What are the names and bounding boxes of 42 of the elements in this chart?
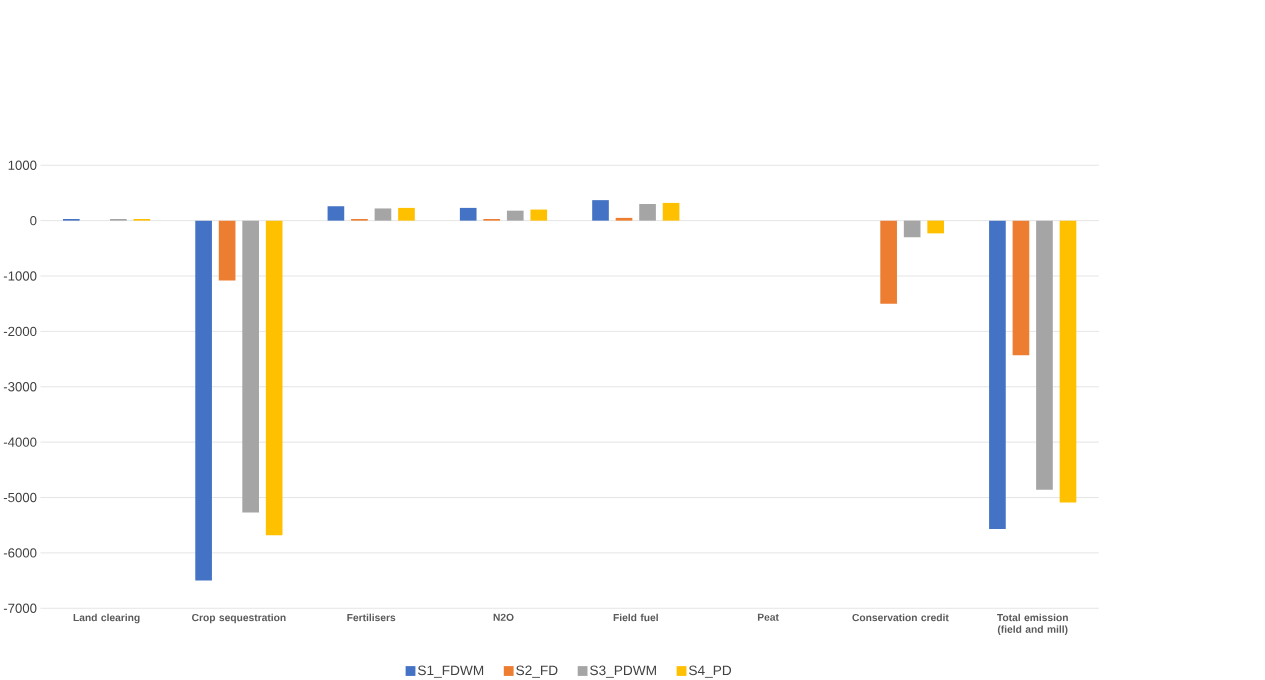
- bar: [989, 220, 1006, 529]
- x-tick-label: Peat: [757, 613, 779, 621]
- y-tick-label: -4000: [3, 437, 37, 447]
- y-tick-label: -6000: [3, 548, 37, 558]
- bar: [639, 203, 656, 221]
- bar: [530, 209, 548, 221]
- bar: [592, 199, 609, 221]
- bar: [662, 202, 680, 221]
- x-tick-label: Crop sequestration: [192, 613, 286, 624]
- bar: [459, 207, 477, 221]
- x-tick-label: Land clearing: [73, 613, 140, 624]
- bar: [880, 220, 897, 304]
- bar: [1036, 220, 1053, 490]
- bar: [195, 220, 212, 581]
- bar: [506, 210, 524, 221]
- x-tick-label: Conservation credit: [852, 613, 949, 621]
- bar: [398, 207, 415, 221]
- legend-label: S2_FD: [516, 665, 558, 678]
- bar: [265, 220, 283, 535]
- y-tick-label: -5000: [3, 492, 37, 502]
- bar: [1012, 220, 1030, 355]
- bar: [218, 220, 236, 281]
- y-tick-label: -1000: [3, 271, 37, 281]
- y-tick-label: 0: [30, 215, 37, 226]
- bar: [1059, 220, 1077, 503]
- y-tick-label: -7000: [3, 603, 37, 613]
- bar: [903, 220, 921, 238]
- legend-label: S1_FDWM: [418, 665, 484, 678]
- bar: [242, 220, 259, 513]
- bar: [327, 206, 345, 221]
- y-tick-label: -2000: [3, 326, 37, 336]
- x-tick-label: Field fuel: [613, 613, 658, 621]
- x-tick-label: N2O: [493, 613, 514, 621]
- y-tick-label: -3000: [3, 381, 37, 392]
- bar: [615, 217, 633, 221]
- bar: [927, 220, 945, 234]
- legend-label: S3_PDWM: [590, 665, 656, 678]
- legend-label: S4_PD: [689, 665, 732, 678]
- y-tick-label: 1000: [8, 160, 37, 170]
- x-tick-label: Fertilisers: [347, 613, 396, 621]
- x-tick-label: Total emission (field and mill): [997, 613, 1068, 635]
- bar: [374, 208, 392, 221]
